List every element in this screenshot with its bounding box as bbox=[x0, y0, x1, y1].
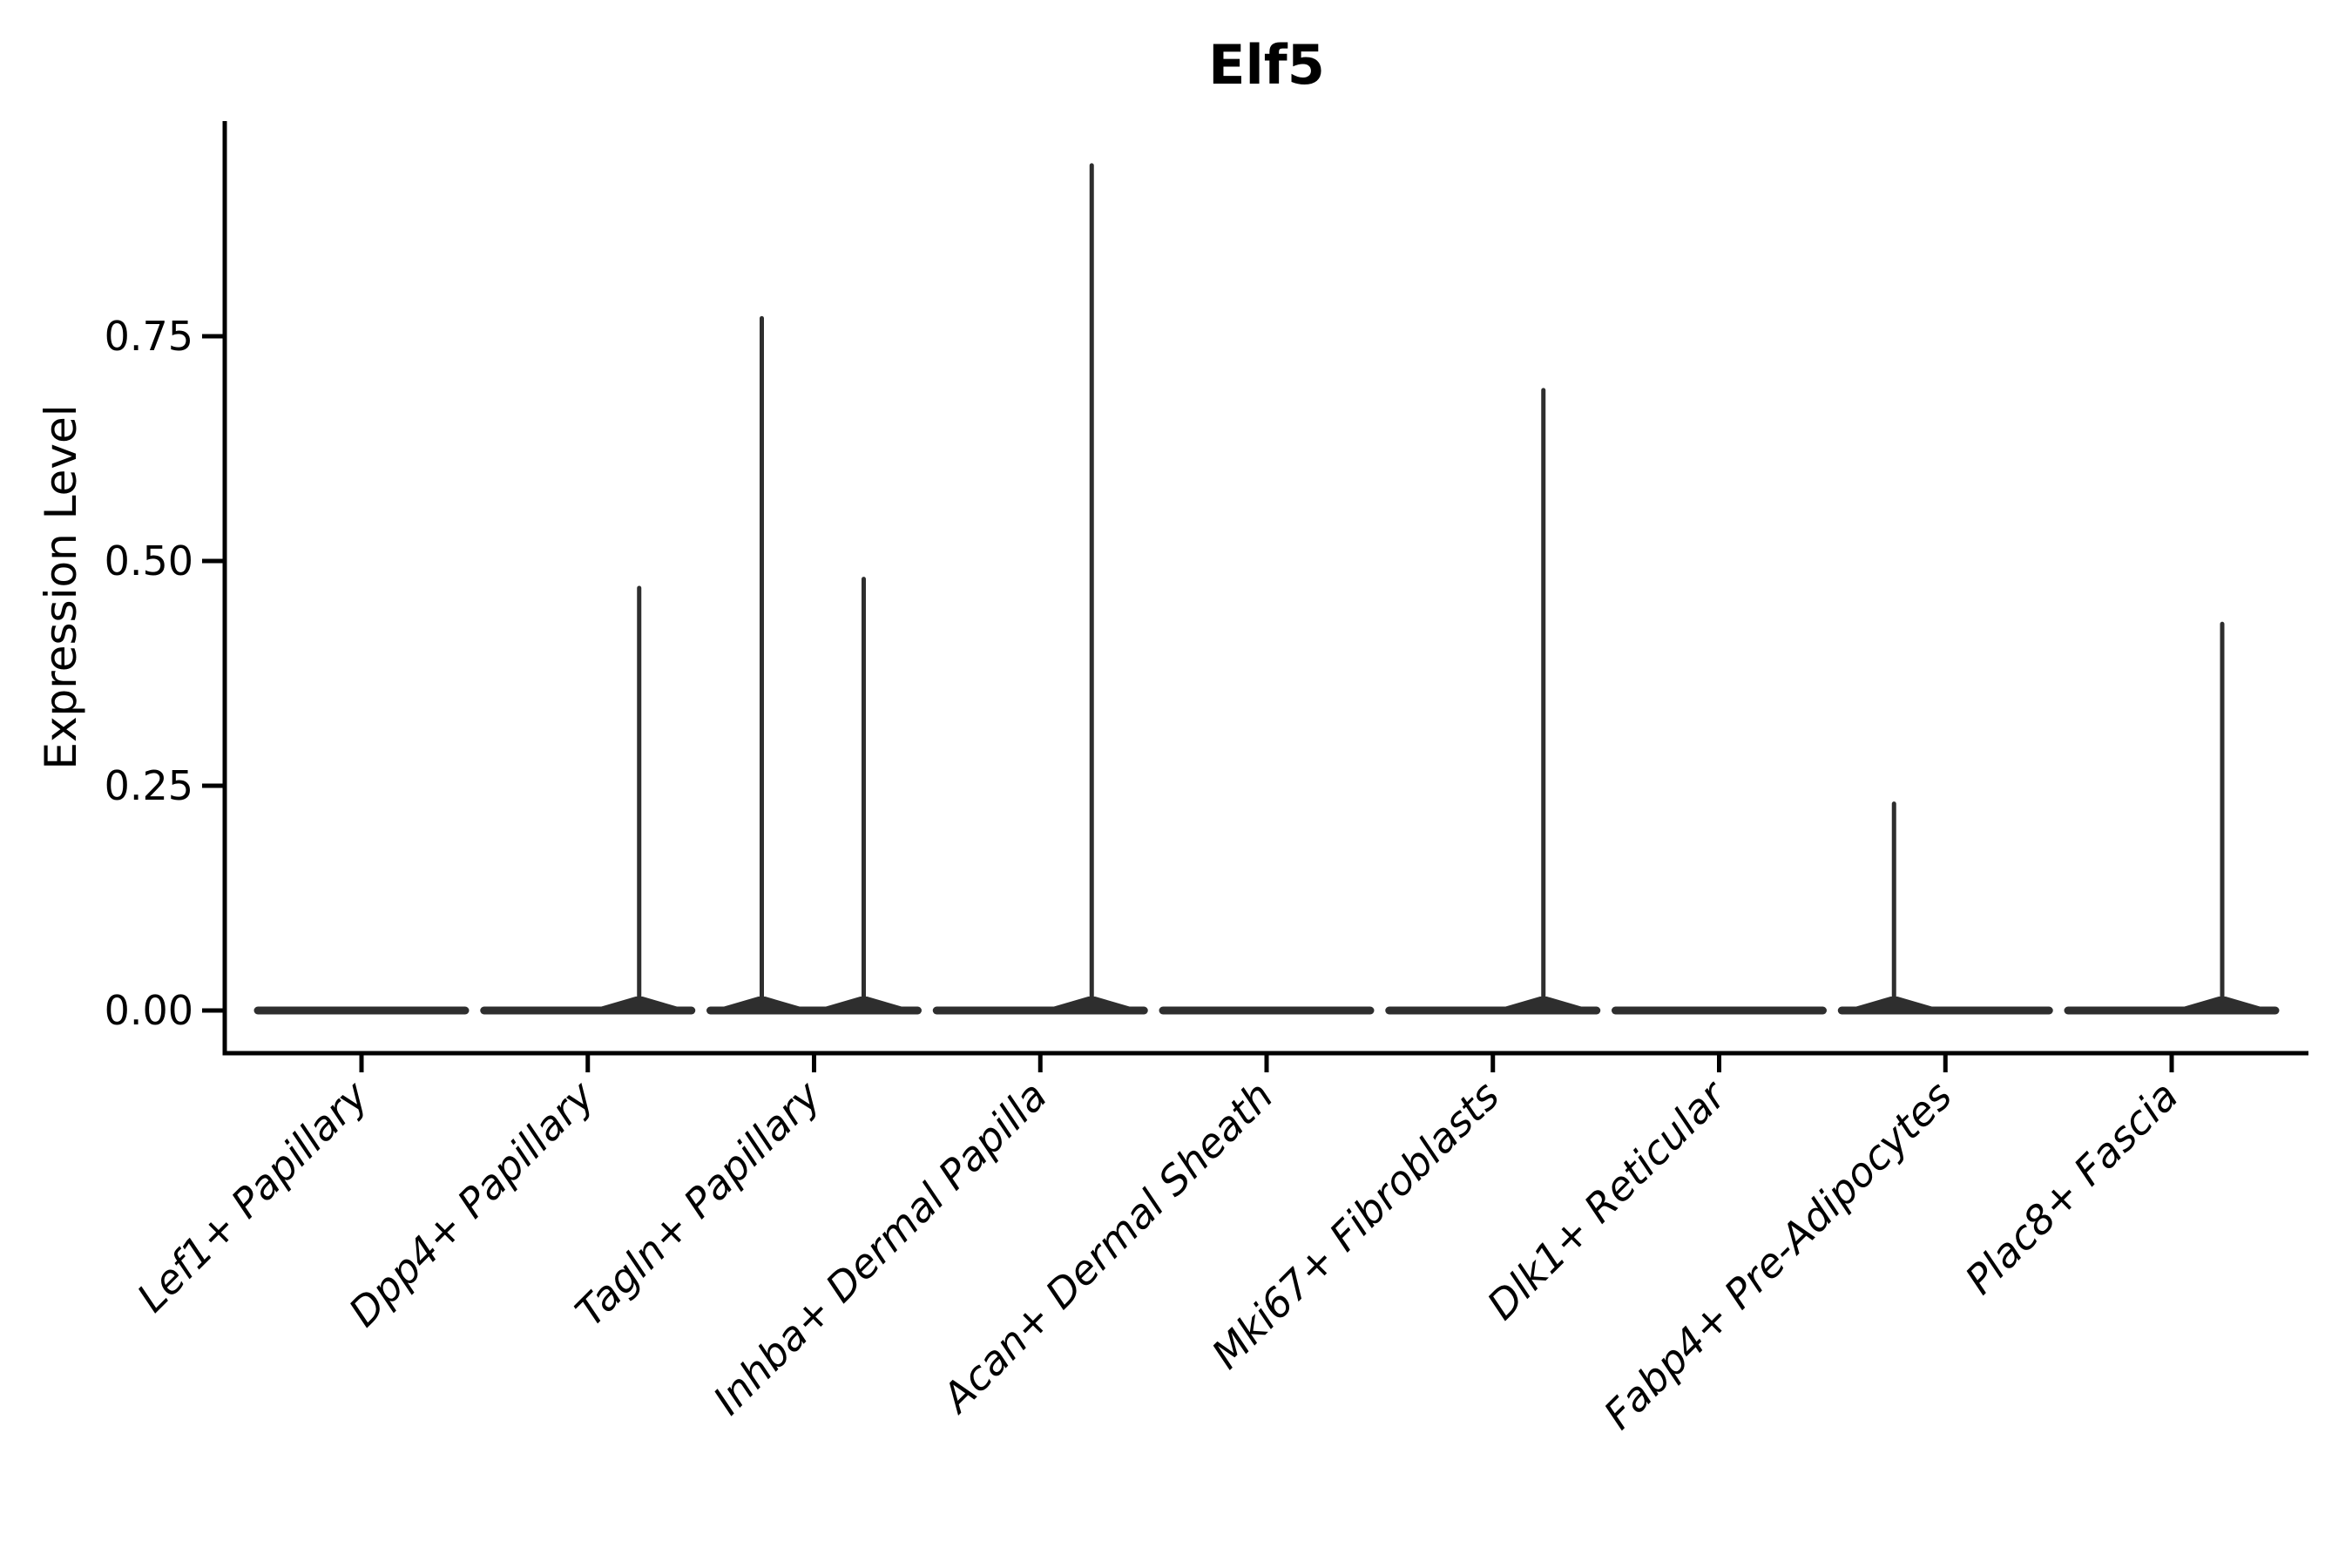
y-axis-title: Expression Level bbox=[36, 404, 86, 770]
x-tick-label: Dlk1+ Reticular bbox=[1478, 1070, 1737, 1328]
x-tick-label: Tagln+ Papillary bbox=[566, 1071, 830, 1335]
y-tick-label: 0.50 bbox=[105, 537, 193, 585]
x-tick-label: Plac8+ Fascia bbox=[1956, 1072, 2186, 1303]
x-tick-label: Lef1+ Papillary bbox=[128, 1071, 377, 1321]
y-tick-label: 0.00 bbox=[105, 987, 193, 1034]
y-tick-label: 0.75 bbox=[105, 313, 193, 360]
y-tick-label: 0.25 bbox=[105, 762, 193, 809]
chart-title: Elf5 bbox=[1208, 33, 1325, 97]
x-tick-label: Dpp4+ Papillary bbox=[340, 1071, 604, 1335]
